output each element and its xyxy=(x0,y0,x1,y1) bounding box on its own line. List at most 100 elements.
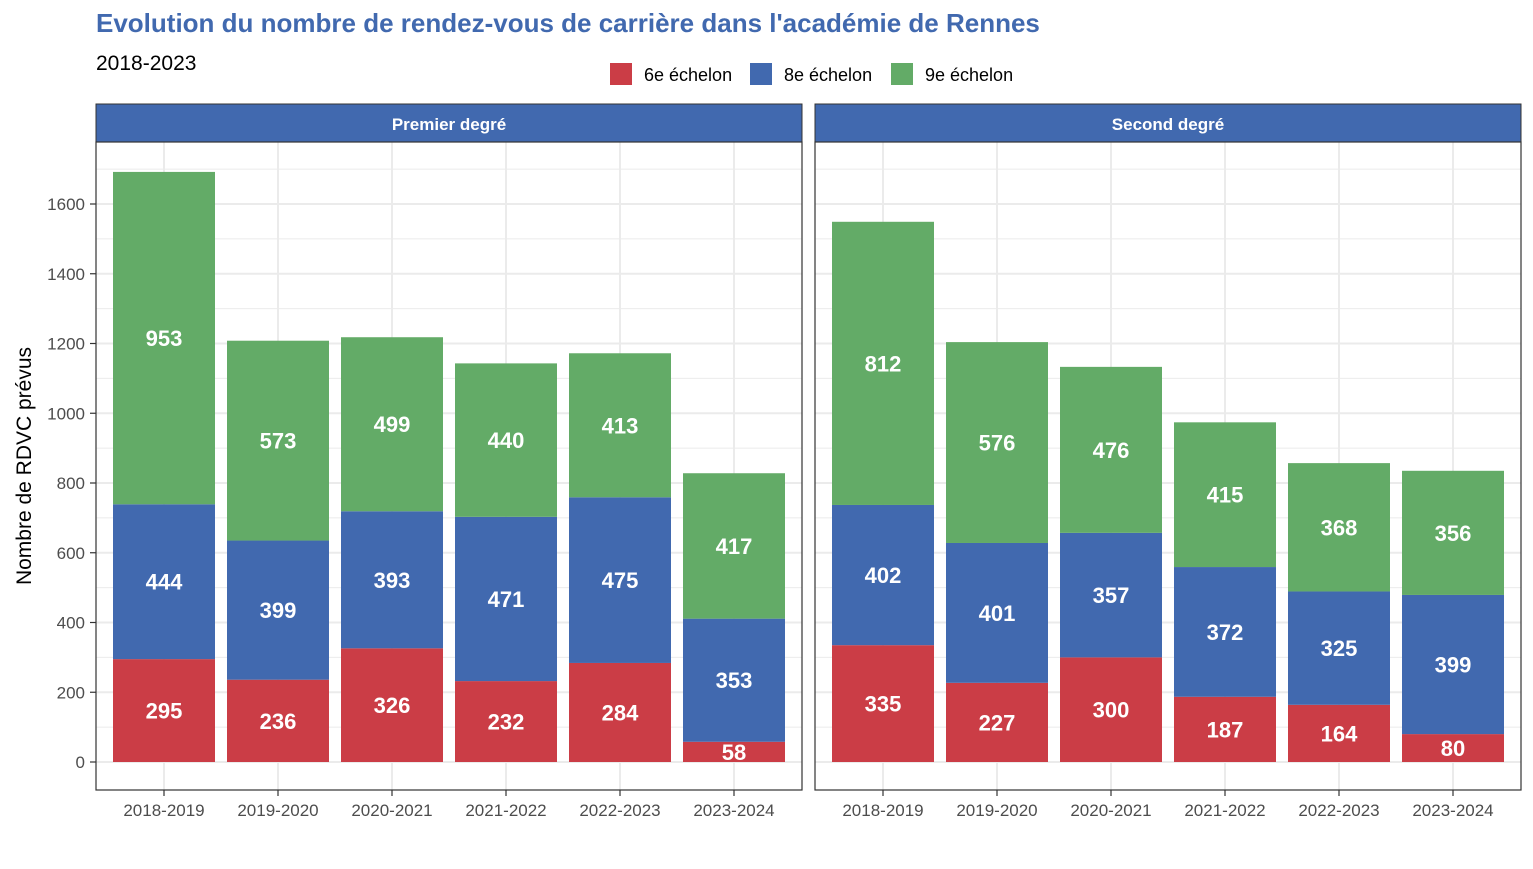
panel-border-2 xyxy=(814,141,1522,791)
x-tick-label-p2-4: 2021-2022 xyxy=(1184,801,1265,820)
bar-segment-p2-s3-c4 xyxy=(1174,422,1276,568)
bar-label-p1-s2-c3: 393 xyxy=(374,568,411,593)
bar-label-p1-s1-c5: 284 xyxy=(602,700,639,725)
chart-title: Evolution du nombre de rendez-vous de ca… xyxy=(96,8,1040,38)
bar-label-p1-s2-c4: 471 xyxy=(488,587,525,612)
x-tick-label-p1-4: 2021-2022 xyxy=(465,801,546,820)
bar-label-p2-s3-c1: 812 xyxy=(865,351,902,376)
bar-segment-p2-s2-c3 xyxy=(1060,532,1162,658)
x-tick-label-p1-6: 2023-2024 xyxy=(693,801,774,820)
legend-label-3: 9e échelon xyxy=(925,65,1013,85)
y-tick-label-400: 400 xyxy=(57,614,85,633)
panel-strip-label-2: Second degré xyxy=(1112,115,1224,134)
y-tick-label-0: 0 xyxy=(76,753,85,772)
bar-label-p1-s1-c6: 58 xyxy=(722,740,746,765)
bar-label-p2-s3-c5: 368 xyxy=(1321,515,1358,540)
bar-segment-p1-s2-c3 xyxy=(341,511,443,649)
panel-strip-label-1: Premier degré xyxy=(392,115,506,134)
bar-segment-p2-s2-c6 xyxy=(1402,594,1504,735)
legend-key-2 xyxy=(750,63,772,85)
bar-label-p1-s2-c1: 444 xyxy=(146,570,183,595)
y-tick-label-1400: 1400 xyxy=(47,265,85,284)
panel-2: Second degré 335 402 812 227 401 576 300 357 476 1… xyxy=(814,103,1522,820)
bar-label-p1-s1-c1: 295 xyxy=(146,699,183,724)
panels: Premier degré 295 444 953 236 399 573 326 393 499… xyxy=(47,103,1522,820)
legend-key-1 xyxy=(610,63,632,85)
bar-label-p2-s2-c6: 399 xyxy=(1435,653,1472,678)
bar-label-p2-s1-c2: 227 xyxy=(979,710,1016,735)
y-tick-label-1200: 1200 xyxy=(47,335,85,354)
panel-strip-1 xyxy=(95,103,803,143)
y-tick-label-1600: 1600 xyxy=(47,195,85,214)
bar-segment-p1-s2-c2 xyxy=(227,540,329,680)
bar-label-p2-s2-c5: 325 xyxy=(1321,636,1358,661)
bar-label-p1-s2-c2: 399 xyxy=(260,598,297,623)
bar-segment-p1-s3-c6 xyxy=(683,473,785,619)
bar-label-p2-s1-c5: 164 xyxy=(1321,721,1358,746)
bar-label-p1-s1-c2: 236 xyxy=(260,709,297,734)
bar-segment-p1-s3-c3 xyxy=(341,337,443,512)
bar-segment-p2-s3-c2 xyxy=(946,342,1048,543)
y-tick-label-1000: 1000 xyxy=(47,404,85,423)
x-tick-label-p2-5: 2022-2023 xyxy=(1298,801,1379,820)
y-axis-title: Nombre de RDVC prévus xyxy=(13,347,36,585)
bar-segment-p1-s1-c1 xyxy=(113,659,215,762)
bar-segment-p1-s2-c1 xyxy=(113,504,215,660)
bar-label-p2-s1-c6: 80 xyxy=(1441,736,1465,761)
bar-segment-p2-s3-c1 xyxy=(832,221,934,505)
bar-segment-p2-s2-c5 xyxy=(1288,591,1390,705)
bar-label-p2-s1-c4: 187 xyxy=(1207,717,1244,742)
legend-key-3 xyxy=(891,63,913,85)
bar-label-p2-s3-c3: 476 xyxy=(1093,438,1130,463)
panel-border-1 xyxy=(95,141,803,791)
x-tick-label-p1-3: 2020-2021 xyxy=(351,801,432,820)
bar-label-p2-s1-c3: 300 xyxy=(1093,698,1130,723)
bar-segment-p2-s3-c3 xyxy=(1060,366,1162,533)
bar-segment-p1-s1-c5 xyxy=(569,662,671,762)
x-tick-label-p2-6: 2023-2024 xyxy=(1412,801,1493,820)
bar-label-p1-s3-c3: 499 xyxy=(374,412,411,437)
legend: 6e échelon 8e échelon 9e échelon xyxy=(610,63,1013,85)
bar-label-p1-s3-c5: 413 xyxy=(602,413,639,438)
bar-label-p2-s2-c3: 357 xyxy=(1093,583,1130,608)
bar-segment-p1-s1-c3 xyxy=(341,648,443,762)
bar-segment-p1-s3-c4 xyxy=(455,363,557,517)
bar-label-p2-s2-c4: 372 xyxy=(1207,620,1244,645)
bar-segment-p1-s1-c2 xyxy=(227,679,329,762)
bar-segment-p1-s3-c1 xyxy=(113,171,215,505)
bar-label-p1-s3-c1: 953 xyxy=(146,326,183,351)
bar-segment-p2-s2-c1 xyxy=(832,504,934,646)
x-tick-label-p2-1: 2018-2019 xyxy=(842,801,923,820)
bar-label-p1-s3-c6: 417 xyxy=(716,534,753,559)
bar-segment-p1-s3-c5 xyxy=(569,353,671,498)
x-tick-label-p1-2: 2019-2020 xyxy=(237,801,318,820)
bar-segment-p2-s2-c4 xyxy=(1174,567,1276,697)
legend-label-1: 6e échelon xyxy=(644,65,732,85)
bar-label-p1-s1-c4: 232 xyxy=(488,710,525,735)
bar-segment-p1-s1-c4 xyxy=(455,681,557,762)
bar-segment-p1-s3-c2 xyxy=(227,340,329,541)
bar-segment-p2-s1-c2 xyxy=(946,682,1048,762)
bar-label-p1-s2-c6: 353 xyxy=(716,668,753,693)
x-tick-label-p1-1: 2018-2019 xyxy=(123,801,204,820)
bar-label-p2-s3-c2: 576 xyxy=(979,431,1016,456)
bar-label-p2-s2-c1: 402 xyxy=(865,563,902,588)
bar-segment-p1-s2-c5 xyxy=(569,497,671,663)
bar-label-p1-s3-c2: 573 xyxy=(260,429,297,454)
bar-label-p2-s3-c4: 415 xyxy=(1207,483,1244,508)
bar-segment-p1-s2-c4 xyxy=(455,516,557,682)
bar-label-p1-s3-c4: 440 xyxy=(488,428,525,453)
x-tick-label-p1-5: 2022-2023 xyxy=(579,801,660,820)
y-tick-label-800: 800 xyxy=(57,474,85,493)
bar-segment-p2-s1-c1 xyxy=(832,645,934,762)
bar-label-p2-s2-c2: 401 xyxy=(979,601,1016,626)
bar-segment-p2-s3-c5 xyxy=(1288,463,1390,592)
bar-segment-p2-s1-c6 xyxy=(1402,734,1504,762)
bar-segment-p2-s3-c6 xyxy=(1402,470,1504,595)
y-tick-label-600: 600 xyxy=(57,544,85,563)
bar-segment-p2-s2-c2 xyxy=(946,542,1048,683)
bar-label-p1-s2-c5: 475 xyxy=(602,568,639,593)
x-tick-label-p2-3: 2020-2021 xyxy=(1070,801,1151,820)
